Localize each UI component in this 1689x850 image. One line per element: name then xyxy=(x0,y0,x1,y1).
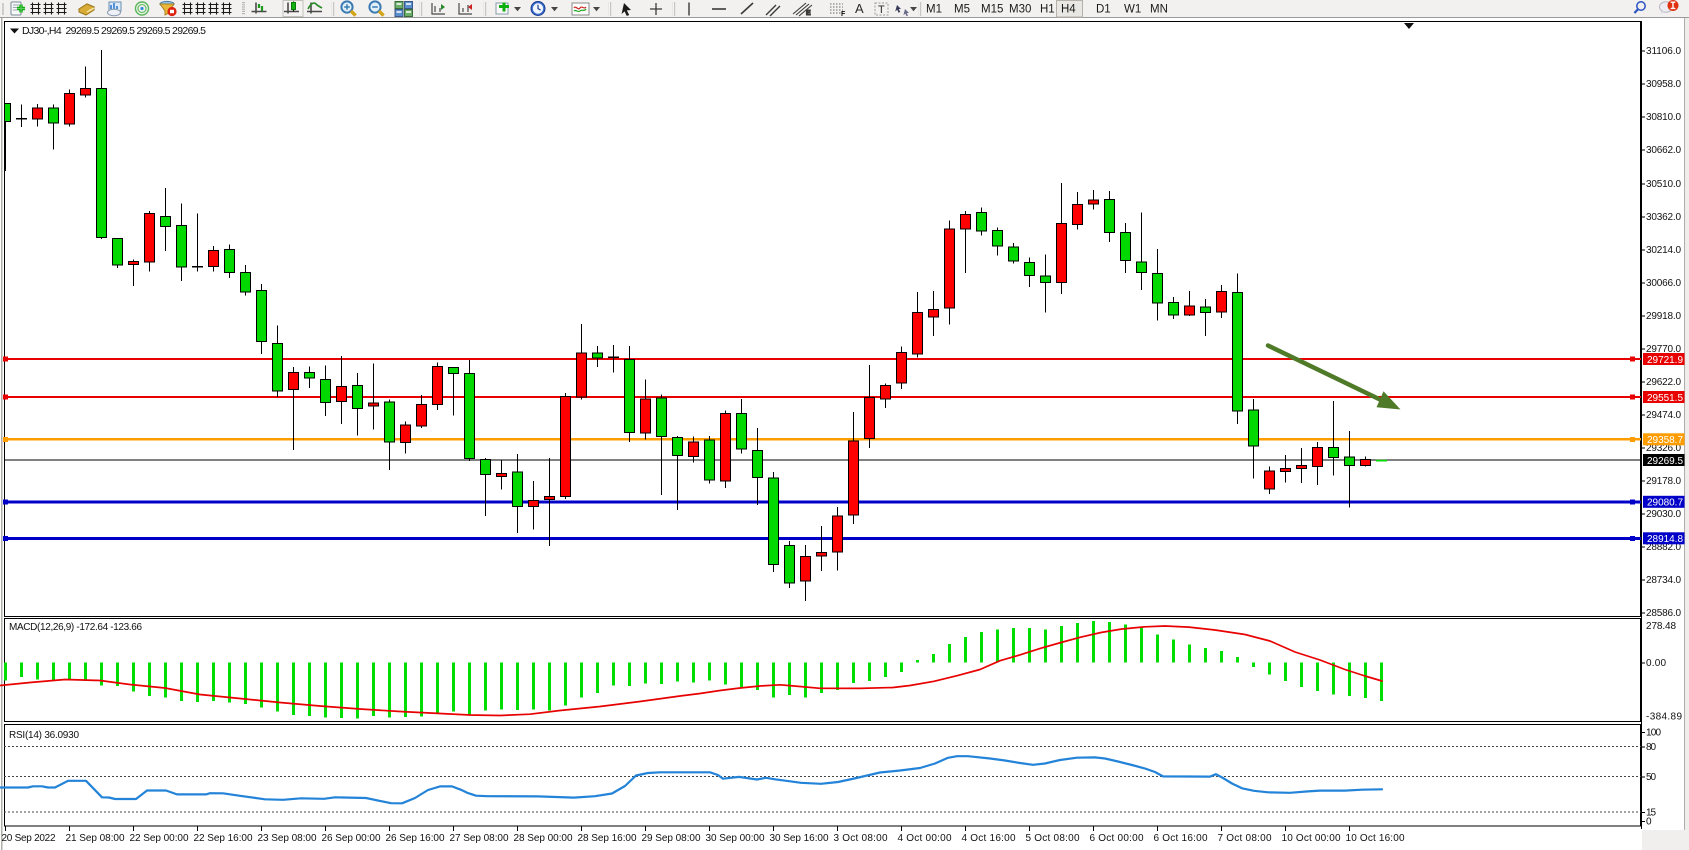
svg-text:30 Sep 16:00: 30 Sep 16:00 xyxy=(770,833,829,844)
svg-text:100: 100 xyxy=(1646,728,1661,739)
svg-text:15: 15 xyxy=(1646,808,1656,819)
svg-text:30510.0: 30510.0 xyxy=(1646,179,1681,190)
svg-text:29326.0: 29326.0 xyxy=(1646,443,1681,454)
svg-text:29721.9: 29721.9 xyxy=(1647,355,1683,366)
svg-text:29474.0: 29474.0 xyxy=(1646,410,1681,421)
svg-text:29551.5: 29551.5 xyxy=(1647,393,1683,404)
svg-text:0.00: 0.00 xyxy=(1646,658,1666,669)
svg-text:30 Sep 00:00: 30 Sep 00:00 xyxy=(706,833,765,844)
svg-text:MACD(12,26,9) -172.64 -123.66: MACD(12,26,9) -172.64 -123.66 xyxy=(9,622,142,633)
svg-text:29269.5: 29269.5 xyxy=(1647,456,1683,467)
svg-text:30214.0: 30214.0 xyxy=(1646,245,1681,256)
svg-text:7 Oct 08:00: 7 Oct 08:00 xyxy=(1218,833,1272,844)
svg-text:6 Oct 00:00: 6 Oct 00:00 xyxy=(1090,833,1144,844)
svg-text:W1: W1 xyxy=(1124,4,1141,16)
svg-text:29622.0: 29622.0 xyxy=(1646,377,1681,388)
svg-text:10 Oct 16:00: 10 Oct 16:00 xyxy=(1346,833,1405,844)
svg-text:-384.89: -384.89 xyxy=(1646,712,1682,723)
svg-text:M5: M5 xyxy=(954,4,970,16)
svg-text:278.48: 278.48 xyxy=(1646,621,1676,632)
svg-text:E: E xyxy=(806,10,811,17)
svg-text:29080.7: 29080.7 xyxy=(1647,498,1683,509)
svg-text:26 Sep 00:00: 26 Sep 00:00 xyxy=(322,833,381,844)
svg-text:DJ30-,H4 29269.5 29269.5 2926: DJ30-,H4 29269.5 29269.5 29269.5 29269.5 xyxy=(22,25,206,37)
svg-text:28734.0: 28734.0 xyxy=(1646,575,1681,586)
svg-text:22 Sep 00:00: 22 Sep 00:00 xyxy=(130,833,189,844)
svg-text:RSI(14) 36.0930: RSI(14) 36.0930 xyxy=(9,730,79,741)
svg-text:29770.0: 29770.0 xyxy=(1646,344,1681,355)
svg-text:28 Sep 16:00: 28 Sep 16:00 xyxy=(578,833,637,844)
svg-text:H4: H4 xyxy=(1061,4,1076,16)
svg-text:30066.0: 30066.0 xyxy=(1646,278,1681,289)
svg-text:22 Sep 16:00: 22 Sep 16:00 xyxy=(194,833,253,844)
svg-text:50: 50 xyxy=(1646,772,1656,783)
svg-text:30362.0: 30362.0 xyxy=(1646,212,1681,223)
svg-text:29358.7: 29358.7 xyxy=(1647,435,1683,446)
svg-text:27 Sep 08:00: 27 Sep 08:00 xyxy=(450,833,509,844)
svg-text:F: F xyxy=(841,11,846,18)
svg-text:4 Oct 00:00: 4 Oct 00:00 xyxy=(898,833,952,844)
svg-text:29918.0: 29918.0 xyxy=(1646,311,1681,322)
svg-text:MN: MN xyxy=(1150,4,1168,16)
svg-text:M30: M30 xyxy=(1009,4,1031,16)
svg-text:26 Sep 16:00: 26 Sep 16:00 xyxy=(386,833,445,844)
svg-text:28882.0: 28882.0 xyxy=(1646,542,1681,553)
svg-text:T: T xyxy=(878,4,885,16)
svg-text:21 Sep 08:00: 21 Sep 08:00 xyxy=(66,833,125,844)
svg-text:D1: D1 xyxy=(1096,4,1111,16)
svg-text:29030.0: 29030.0 xyxy=(1646,509,1681,520)
svg-text:H1: H1 xyxy=(1040,4,1055,16)
svg-text:10 Oct 00:00: 10 Oct 00:00 xyxy=(1282,833,1341,844)
svg-text:4 Oct 16:00: 4 Oct 16:00 xyxy=(962,833,1016,844)
svg-text:23 Sep 08:00: 23 Sep 08:00 xyxy=(258,833,317,844)
svg-text:28586.0: 28586.0 xyxy=(1646,608,1681,619)
svg-text:20 Sep 2022: 20 Sep 2022 xyxy=(2,833,56,844)
svg-text:0: 0 xyxy=(1646,817,1652,828)
svg-text:5 Oct 08:00: 5 Oct 08:00 xyxy=(1026,833,1080,844)
svg-text:29178.0: 29178.0 xyxy=(1646,476,1681,487)
svg-text:6 Oct 16:00: 6 Oct 16:00 xyxy=(1154,833,1208,844)
svg-text:M1: M1 xyxy=(926,4,942,16)
svg-text:M15: M15 xyxy=(981,4,1003,16)
svg-text:30810.0: 30810.0 xyxy=(1646,112,1681,123)
svg-text:80: 80 xyxy=(1646,742,1656,753)
svg-text:30958.0: 30958.0 xyxy=(1646,79,1681,90)
svg-text:A: A xyxy=(855,1,864,16)
svg-text:28914.8: 28914.8 xyxy=(1647,534,1683,545)
svg-text:30662.0: 30662.0 xyxy=(1646,145,1681,156)
svg-text:29 Sep 08:00: 29 Sep 08:00 xyxy=(642,833,701,844)
svg-text:3 Oct 08:00: 3 Oct 08:00 xyxy=(834,833,888,844)
svg-text:31106.0: 31106.0 xyxy=(1646,46,1681,57)
svg-text:28 Sep 00:00: 28 Sep 00:00 xyxy=(514,833,573,844)
